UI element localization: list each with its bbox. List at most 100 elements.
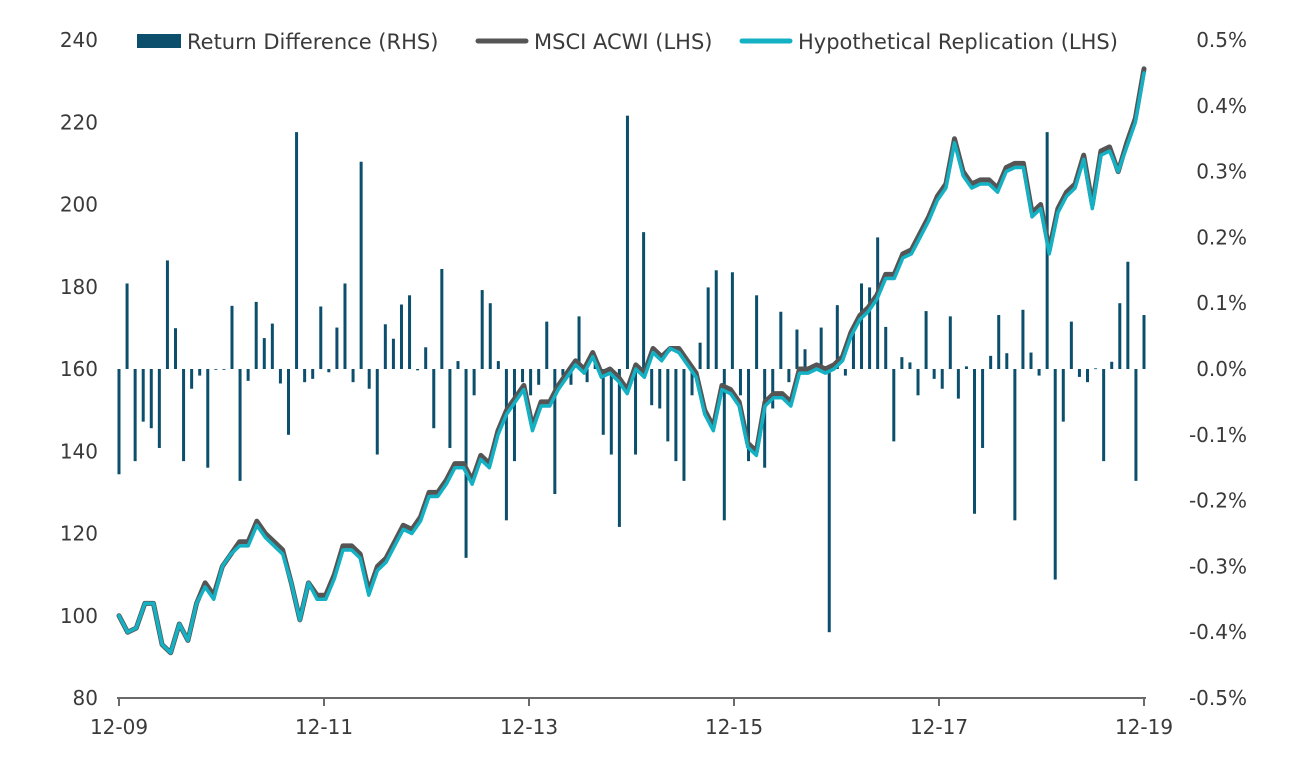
return-difference-bar	[1110, 361, 1114, 369]
return-difference-bar	[408, 295, 412, 369]
x-tick-label: 12-09	[90, 715, 148, 739]
return-difference-bar	[1134, 369, 1138, 481]
x-tick-label: 12-13	[500, 715, 558, 739]
return-difference-bar	[1086, 369, 1089, 383]
index-lines	[116, 66, 1147, 656]
return-difference-bar	[569, 369, 573, 385]
return-difference-bar	[448, 369, 452, 448]
legend-item: Return Difference (RHS)	[137, 30, 438, 54]
left-tick-label: 80	[73, 686, 98, 710]
return-difference-bar	[892, 369, 896, 442]
return-difference-bar	[989, 355, 993, 369]
return-difference-bar	[803, 349, 807, 369]
right-tick-label: 0.5%	[1196, 28, 1247, 52]
return-difference-bar	[230, 305, 234, 369]
return-difference-bar	[391, 338, 395, 369]
return-difference-bar	[480, 290, 484, 369]
return-difference-bar	[254, 301, 258, 369]
return-difference-bar	[835, 305, 839, 369]
legend-label: Hypothetical Replication (LHS)	[798, 30, 1118, 54]
return-difference-bar	[295, 132, 299, 369]
return-difference-bar	[658, 369, 662, 409]
return-difference-bar	[771, 369, 775, 409]
return-difference-bar	[795, 329, 799, 369]
left-tick-label: 100	[60, 604, 98, 628]
return-difference-bar	[779, 311, 783, 369]
x-axis-ticks: 12-09 12-11 12-13 12-15 12-17 12-19	[90, 698, 1173, 739]
left-axis-ticks: 80 100 120 140 160 180 200 220 240	[60, 28, 98, 710]
return-difference-bar	[335, 327, 339, 369]
left-tick-label: 180	[60, 275, 98, 299]
return-difference-bar	[722, 369, 726, 521]
return-difference-bar	[198, 369, 202, 376]
return-difference-bar	[1029, 352, 1033, 369]
return-difference-bar	[206, 369, 210, 468]
return-difference-bar	[625, 115, 629, 369]
return-difference-bar	[1077, 369, 1081, 377]
return-difference-bar	[884, 326, 888, 369]
return-difference-bar	[149, 369, 153, 429]
legend-label: MSCI ACWI (LHS)	[534, 30, 712, 54]
return-difference-bar	[561, 369, 565, 376]
return-difference-bar	[553, 369, 557, 495]
return-difference-bar	[964, 366, 968, 369]
return-difference-bar	[537, 369, 541, 385]
return-difference-bar	[1037, 369, 1041, 376]
return-difference-bar	[1102, 369, 1106, 462]
return-difference-bar	[755, 295, 759, 369]
return-difference-bar	[182, 369, 186, 462]
left-tick-label: 140	[60, 439, 98, 463]
return-difference-bar	[1013, 369, 1017, 521]
right-tick-label: -0.2%	[1189, 489, 1247, 513]
return-difference-bar	[916, 369, 920, 396]
return-difference-bar	[496, 361, 500, 369]
return-difference-bar	[190, 369, 194, 389]
return-difference-bar	[117, 369, 121, 475]
return-difference-bar	[948, 316, 952, 369]
return-difference-bar	[214, 369, 218, 370]
right-axis-ticks: 0.5% 0.4% 0.3% 0.2% 0.1% 0.0% -0.1% -0.2% -0.3% -…	[1189, 28, 1247, 710]
return-difference-bar	[141, 369, 145, 422]
return-difference-bar	[286, 369, 290, 435]
return-difference-bar	[851, 332, 855, 369]
return-difference-bar	[416, 369, 420, 371]
return-difference-bar	[367, 369, 371, 389]
return-difference-bar	[601, 369, 605, 435]
left-tick-label: 200	[60, 193, 98, 217]
return-difference-bar	[876, 237, 880, 369]
return-difference-bar	[577, 316, 581, 369]
return-difference-bar	[940, 369, 944, 389]
return-difference-bar	[1094, 368, 1098, 370]
legend-item: MSCI ACWI (LHS)	[475, 30, 712, 54]
return-difference-bar	[730, 272, 734, 369]
x-tick-label: 12-11	[295, 715, 353, 739]
right-tick-label: -0.5%	[1189, 686, 1247, 710]
return-difference-bar	[319, 306, 323, 369]
return-difference-bar	[1118, 303, 1122, 369]
return-difference-bar	[133, 369, 137, 462]
return-difference-bar	[682, 369, 686, 481]
return-difference-bar	[787, 369, 791, 383]
return-difference-bar	[399, 304, 403, 369]
return-difference-bar	[157, 369, 161, 448]
return-difference-bar	[642, 232, 646, 369]
return-difference-bar	[456, 361, 460, 369]
return-difference-bar	[690, 369, 694, 396]
left-tick-label: 220	[60, 110, 98, 134]
return-difference-bar	[504, 369, 508, 521]
right-tick-label: -0.4%	[1189, 620, 1247, 644]
return-difference-bar	[617, 369, 621, 527]
return-difference-bar	[747, 369, 751, 462]
return-difference-bar	[609, 369, 613, 455]
return-difference-bar	[1142, 315, 1146, 369]
return-difference-bar	[383, 324, 387, 369]
return-difference-bar	[674, 369, 678, 462]
right-tick-label: -0.1%	[1189, 423, 1247, 447]
x-tick-label: 12-17	[910, 715, 968, 739]
return-difference-bar	[634, 369, 638, 455]
right-tick-label: 0.4%	[1196, 94, 1247, 118]
return-difference-bar	[351, 369, 355, 383]
return-difference-bar	[924, 311, 928, 369]
return-difference-bar	[521, 369, 525, 383]
